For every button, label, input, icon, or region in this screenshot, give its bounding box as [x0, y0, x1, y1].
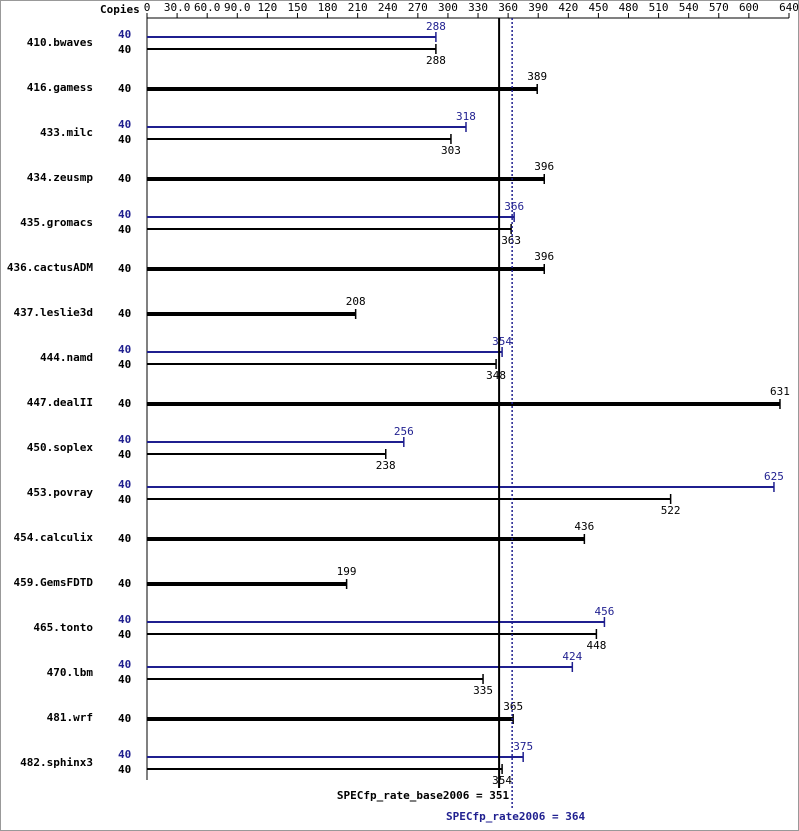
- reference-label: SPECfp_rate_base2006 = 351: [337, 789, 510, 802]
- copies: 40: [118, 613, 131, 626]
- copies: 40: [118, 262, 131, 275]
- copies: 40: [118, 658, 131, 671]
- value-label: 522: [661, 504, 681, 517]
- benchmark-label: 454.calculix: [14, 531, 94, 544]
- value-label: 335: [473, 684, 493, 697]
- value-label: 396: [534, 160, 554, 173]
- x-tick-label: 480: [619, 1, 639, 14]
- copies: 40: [118, 763, 131, 776]
- value-label: 208: [346, 295, 366, 308]
- copies: 40: [118, 118, 131, 131]
- x-tick-label: 450: [588, 1, 608, 14]
- value-label: 396: [534, 250, 554, 263]
- x-tick-label: 180: [318, 1, 338, 14]
- copies: 40: [118, 343, 131, 356]
- copies: 40: [118, 673, 131, 686]
- benchmark-label: 437.leslie3d: [14, 306, 93, 319]
- value-label: 631: [770, 385, 790, 398]
- copies: 40: [118, 358, 131, 371]
- value-label: 436: [574, 520, 594, 533]
- x-tick-label: 270: [408, 1, 428, 14]
- x-tick-label: 240: [378, 1, 398, 14]
- value-label: 354: [492, 774, 512, 787]
- value-label: 366: [504, 200, 524, 213]
- x-tick-label: 420: [558, 1, 578, 14]
- x-tick-label: 360: [498, 1, 518, 14]
- value-label: 389: [527, 70, 547, 83]
- value-label: 256: [394, 425, 414, 438]
- copies: 40: [118, 82, 131, 95]
- benchmark-label: 465.tonto: [33, 621, 93, 634]
- value-label: 288: [426, 54, 446, 67]
- benchmark-label: 436.cactusADM: [7, 261, 93, 274]
- copies: 40: [118, 28, 131, 41]
- benchmark-label: 470.lbm: [47, 666, 94, 679]
- value-label: 288: [426, 20, 446, 33]
- x-tick-label: 120: [257, 1, 277, 14]
- reference-label: SPECfp_rate2006 = 364: [446, 810, 585, 823]
- benchmark-label: 447.dealII: [27, 396, 93, 409]
- x-tick-label: 0: [144, 1, 151, 14]
- copies: 40: [118, 433, 131, 446]
- value-label: 365: [503, 700, 523, 713]
- benchmark-label: 410.bwaves: [27, 36, 93, 49]
- value-label: 625: [764, 470, 784, 483]
- value-label: 363: [501, 234, 521, 247]
- benchmark-label: 433.milc: [40, 126, 93, 139]
- value-label: 199: [337, 565, 357, 578]
- value-label: 318: [456, 110, 476, 123]
- copies: 40: [118, 448, 131, 461]
- value-label: 348: [486, 369, 506, 382]
- benchmark-label: 450.soplex: [27, 441, 94, 454]
- x-tick-label: 510: [649, 1, 669, 14]
- x-tick-label: 150: [288, 1, 308, 14]
- value-label: 238: [376, 459, 396, 472]
- x-tick-label: 60.0: [194, 1, 221, 14]
- copies: 40: [118, 172, 131, 185]
- copies-header: Copies: [100, 3, 140, 16]
- copies: 40: [118, 493, 131, 506]
- benchmark-label: 482.sphinx3: [20, 756, 93, 769]
- x-tick-label: 90.0: [224, 1, 251, 14]
- value-label: 375: [513, 740, 533, 753]
- benchmark-label: 435.gromacs: [20, 216, 93, 229]
- benchmark-label: 416.gamess: [27, 81, 93, 94]
- value-label: 354: [492, 335, 512, 348]
- copies: 40: [118, 307, 131, 320]
- x-tick-label: 570: [709, 1, 729, 14]
- benchmark-label: 481.wrf: [47, 711, 93, 724]
- copies: 40: [118, 397, 131, 410]
- copies: 40: [118, 478, 131, 491]
- value-label: 448: [586, 639, 606, 652]
- value-label: 303: [441, 144, 461, 157]
- copies: 40: [118, 133, 131, 146]
- copies: 40: [118, 43, 131, 56]
- x-tick-label: 300: [438, 1, 458, 14]
- x-tick-label: 390: [528, 1, 548, 14]
- x-tick-label: 640: [779, 1, 799, 14]
- benchmark-label: 434.zeusmp: [27, 171, 94, 184]
- copies: 40: [118, 532, 131, 545]
- copies: 40: [118, 223, 131, 236]
- benchmark-label: 444.namd: [40, 351, 93, 364]
- x-tick-label: 540: [679, 1, 699, 14]
- x-tick-label: 30.0: [164, 1, 191, 14]
- copies: 40: [118, 208, 131, 221]
- copies: 40: [118, 577, 131, 590]
- benchmark-label: 459.GemsFDTD: [14, 576, 94, 589]
- copies: 40: [118, 628, 131, 641]
- value-label: 424: [562, 650, 582, 663]
- x-tick-label: 210: [348, 1, 368, 14]
- x-tick-label: 600: [739, 1, 759, 14]
- x-tick-label: 330: [468, 1, 488, 14]
- benchmark-label: 453.povray: [27, 486, 94, 499]
- value-label: 456: [594, 605, 614, 618]
- copies: 40: [118, 712, 131, 725]
- copies: 40: [118, 748, 131, 761]
